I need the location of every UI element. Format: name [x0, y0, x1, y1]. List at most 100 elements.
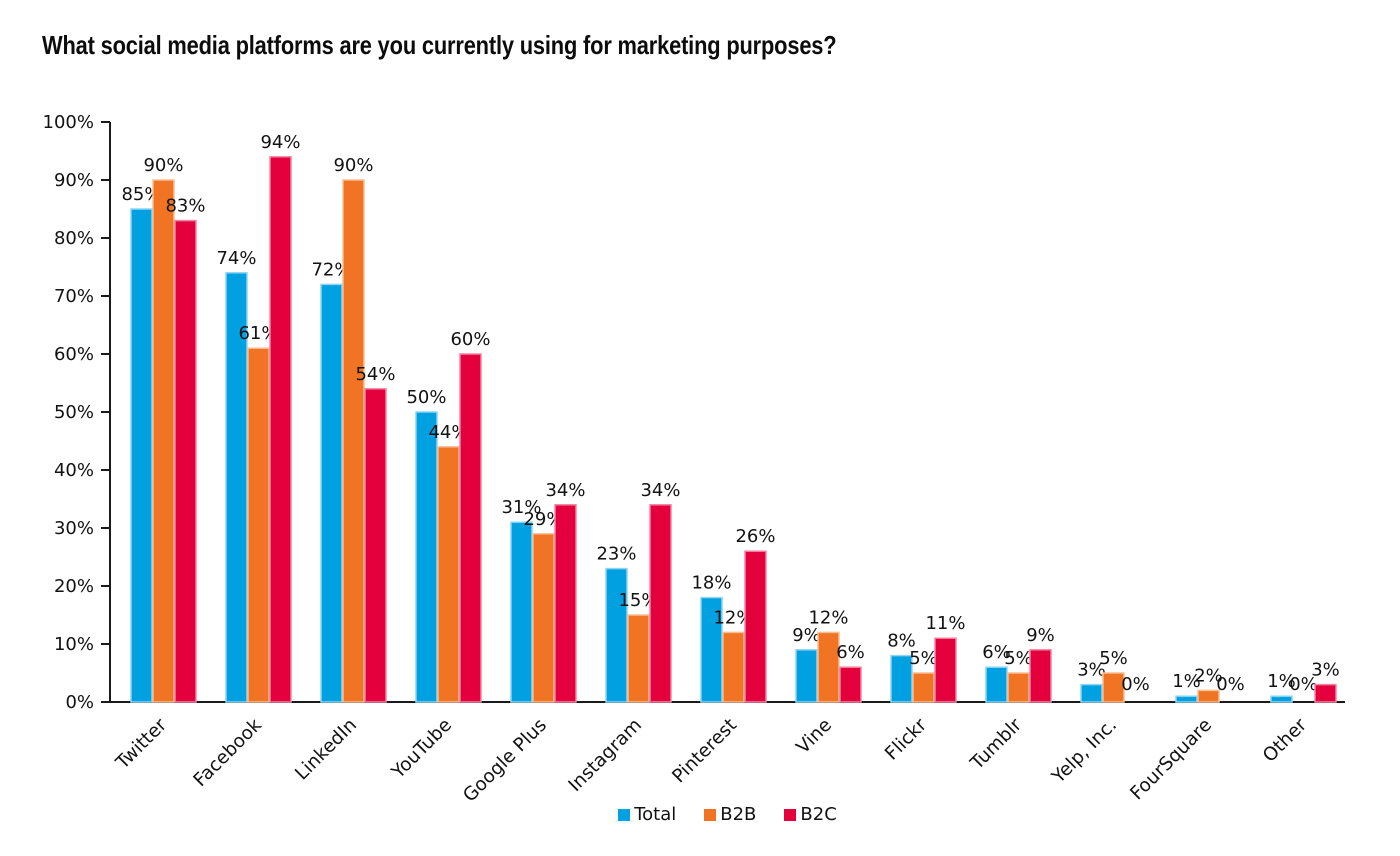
bar-value-label: 23%: [596, 544, 636, 565]
bar-value-label: 9%: [1026, 625, 1055, 646]
bar-total-foursquare: [1175, 695, 1198, 703]
bar-value-label: 11%: [925, 613, 965, 634]
bar-b2b-pinterest: [722, 631, 745, 703]
bar-value-label: 12%: [713, 607, 753, 628]
bar-value-label: 5%: [1099, 648, 1128, 669]
x-category-label: Twitter: [112, 714, 172, 774]
bar-total-linkedin: [320, 283, 343, 703]
x-category-label: Facebook: [190, 714, 267, 791]
x-category-label: FourSquare: [1126, 715, 1216, 805]
y-tick-label: 40%: [54, 460, 94, 481]
bar-value-label: 15%: [618, 590, 658, 611]
bar-b2b-youtube: [437, 446, 460, 703]
x-category-label: YouTube: [387, 715, 456, 784]
bar-value-label: 0%: [1289, 674, 1318, 695]
bar-value-label: 50%: [406, 387, 446, 408]
bar-value-label: 90%: [333, 155, 373, 176]
bar-value-label: 94%: [260, 132, 300, 153]
bar-value-label: 12%: [808, 607, 848, 628]
legend: Total B2B B2C: [110, 804, 1345, 825]
x-category-label: Instagram: [565, 715, 646, 796]
bar-b2c-linkedin: [364, 388, 387, 703]
bar-value-label: 54%: [355, 364, 395, 385]
bar-value-label: 6%: [836, 642, 865, 663]
y-tick-label: 60%: [54, 344, 94, 365]
bar-b2b-linkedin: [342, 179, 365, 703]
bar-total-vine: [795, 649, 818, 703]
bar-value-label: 31%: [501, 497, 541, 518]
bar-b2c-pinterest: [744, 550, 767, 703]
x-category-label: Pinterest: [668, 715, 741, 788]
bar-b2c-flickr: [934, 637, 957, 703]
x-category-label: Vine: [793, 715, 836, 758]
bar-b2c-tumblr: [1029, 649, 1052, 703]
legend-item-b2c: B2C: [784, 804, 837, 825]
bar-b2b-vine: [817, 631, 840, 703]
y-tick-label: 90%: [54, 170, 94, 191]
bar-value-label: 0%: [1216, 674, 1245, 695]
bar-value-label: 34%: [640, 480, 680, 501]
legend-label: B2C: [800, 804, 837, 825]
bar-value-label: 5%: [1004, 648, 1033, 669]
bar-b2b-google-plus: [532, 533, 555, 703]
bar-value-label: 1%: [1172, 671, 1201, 692]
bar-value-label: 3%: [1311, 660, 1340, 681]
bar-value-label: 83%: [165, 196, 205, 217]
x-category-label: Other: [1259, 714, 1311, 766]
x-category-label: Tumblr: [966, 714, 1026, 774]
bar-b2c-instagram: [649, 504, 672, 703]
bar-total-pinterest: [700, 596, 723, 703]
legend-item-b2b: B2B: [704, 804, 756, 825]
bar-b2c-youtube: [459, 353, 482, 703]
bar-b2b-twitter: [152, 179, 175, 703]
legend-swatch-total: [618, 808, 631, 821]
y-tick-label: 80%: [54, 228, 94, 249]
bar-total-flickr: [890, 654, 913, 703]
bar-total-facebook: [225, 272, 248, 703]
y-tick-label: 30%: [54, 518, 94, 539]
x-category-label: Flickr: [881, 714, 931, 764]
bar-value-label: 26%: [735, 526, 775, 547]
chart-title: What social media platforms are you curr…: [42, 30, 837, 60]
legend-label: Total: [634, 804, 677, 825]
bar-value-label: 85%: [121, 184, 161, 205]
bar-b2b-facebook: [247, 347, 270, 703]
bar-total-twitter: [130, 208, 153, 703]
bar-b2c-other: [1314, 683, 1337, 703]
bar-total-instagram: [605, 567, 628, 703]
bar-value-label: 61%: [238, 323, 278, 344]
y-tick-label: 50%: [54, 402, 94, 423]
bar-value-label: 72%: [311, 259, 351, 280]
bar-value-label: 5%: [909, 648, 938, 669]
legend-item-total: Total: [618, 804, 676, 825]
bar-value-label: 0%: [1121, 674, 1150, 695]
bar-total-yelp-inc-: [1080, 683, 1103, 703]
bar-value-label: 2%: [1194, 665, 1223, 686]
y-tick-label: 100%: [43, 112, 94, 133]
bar-b2c-vine: [839, 666, 862, 703]
x-category-label: Yelp, Inc.: [1047, 715, 1121, 789]
bar-b2c-google-plus: [554, 504, 577, 703]
x-category-label: LinkedIn: [291, 715, 361, 785]
bar-b2c-facebook: [269, 156, 292, 703]
bar-b2b-tumblr: [1007, 672, 1030, 703]
bar-value-label: 29%: [523, 509, 563, 530]
bar-value-label: 1%: [1267, 671, 1296, 692]
x-category-label: Google Plus: [459, 715, 551, 807]
legend-swatch-b2c: [784, 808, 797, 821]
bar-value-label: 8%: [887, 631, 916, 652]
bar-value-label: 44%: [428, 422, 468, 443]
bar-b2b-foursquare: [1197, 689, 1220, 703]
y-tick-label: 70%: [54, 286, 94, 307]
bar-total-tumblr: [985, 666, 1008, 703]
y-tick-label: 10%: [54, 634, 94, 655]
legend-swatch-b2b: [704, 808, 717, 821]
bar-b2b-flickr: [912, 672, 935, 703]
bar-value-label: 18%: [691, 573, 731, 594]
bar-value-label: 60%: [450, 329, 490, 350]
bar-b2b-instagram: [627, 614, 650, 703]
y-tick-label: 20%: [54, 576, 94, 597]
bar-value-label: 9%: [792, 625, 821, 646]
bar-b2b-yelp-inc-: [1102, 672, 1125, 703]
